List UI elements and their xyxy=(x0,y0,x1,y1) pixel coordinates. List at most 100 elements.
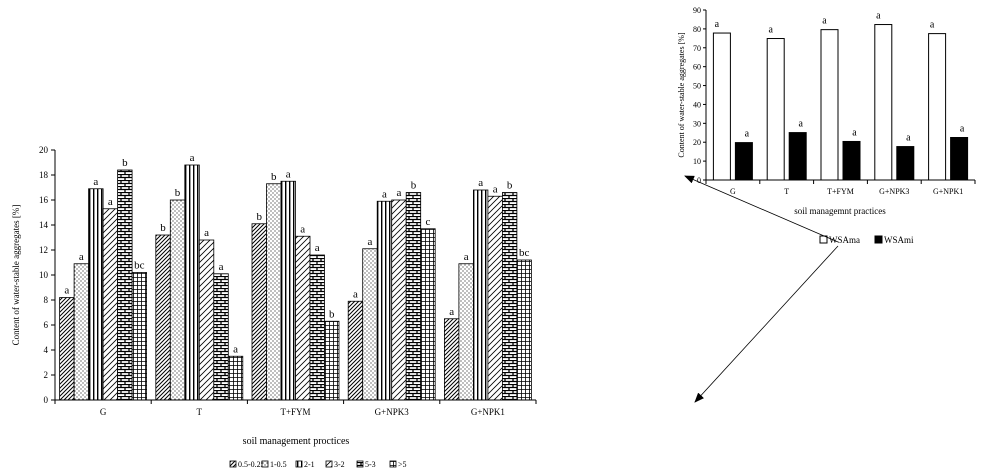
inset-y-tick-label: 70 xyxy=(693,44,701,53)
main-bar-0.5-0.25 xyxy=(251,223,267,401)
main-bar-3-2 xyxy=(102,208,118,401)
main-bar-3-2 xyxy=(295,235,311,401)
inset-y-tick-label: 90 xyxy=(693,6,701,15)
inset-category-label: G xyxy=(730,187,736,196)
main-y-tick-label: 0 xyxy=(44,395,49,405)
main-y-tick-label: 20 xyxy=(39,145,49,155)
main-legend-swatch xyxy=(356,460,364,468)
main-bar-0.5-0.25 xyxy=(155,234,171,401)
inset-x-axis: G T T+FYM G+NPK3 G+NPK1 xyxy=(705,180,976,196)
main-sig-label: a xyxy=(464,251,469,263)
inset-bar-WSAmi xyxy=(896,146,915,181)
main-legend-label: 1-0.5 xyxy=(270,460,287,469)
inset-chart: 0 10 20 30 40 50 60 70 80 90 a a a a a a a a a a G T T+FYM G+… xyxy=(677,6,976,245)
inset-category-label: G+NPK1 xyxy=(933,187,963,196)
inset-y-tick-label: 20 xyxy=(693,138,701,147)
main-sig-label: a xyxy=(64,285,69,297)
main-bar-5-3 xyxy=(309,254,325,401)
main-sig-label: bc xyxy=(134,260,145,272)
inset-bar-WSAmi xyxy=(842,140,861,181)
main-bar->5 xyxy=(324,320,340,401)
main-bar-2-1 xyxy=(376,200,393,401)
main-bar-0.5-0.25 xyxy=(443,318,460,401)
main-sig-label: a xyxy=(493,183,498,195)
inset-legend-swatch xyxy=(874,235,883,244)
inset-sig-label: a xyxy=(745,129,750,140)
main-bar-3-2 xyxy=(391,199,407,401)
main-sig-label: a xyxy=(353,288,358,300)
main-bar-0.5-0.25 xyxy=(347,300,364,401)
main-bar-2-1 xyxy=(280,180,296,401)
main-sig-label: a xyxy=(449,306,454,318)
main-sig-label: b xyxy=(257,211,263,223)
main-y-tick-label: 14 xyxy=(39,220,49,230)
inset-sig-label: a xyxy=(876,11,881,22)
inset-y-tick-label: 60 xyxy=(693,63,701,72)
inset-legend-label: WSAma xyxy=(829,235,860,245)
main-y-tick-label: 16 xyxy=(39,195,49,205)
main-y-tick-label: 18 xyxy=(39,170,49,180)
main-bar-5-3 xyxy=(405,192,422,401)
main-y-tick-label: 2 xyxy=(44,370,49,380)
main-legend-swatch xyxy=(261,460,269,468)
main-sig-label: a xyxy=(219,261,224,273)
inset-sig-label: a xyxy=(906,133,911,144)
inset-bar-WSAma xyxy=(712,32,731,181)
main-x-axis: G T T+FYM G+NPK3 G+NPK1 xyxy=(54,400,537,417)
inset-category-label: G+NPK3 xyxy=(879,187,909,196)
inset-category-label: T xyxy=(784,187,789,196)
inset-y-axis-label: Content of water-stable aggregates [%] xyxy=(677,32,686,157)
main-sig-label: b xyxy=(411,180,417,192)
main-y-tick-label: 4 xyxy=(44,345,49,355)
arrow-to-inset xyxy=(684,175,839,243)
main-sig-label: b xyxy=(175,187,181,199)
main-bar-1-0.5 xyxy=(362,248,378,401)
arrow-to-main xyxy=(694,245,839,403)
main-sig-label: b xyxy=(271,171,277,183)
main-y-tick-label: 10 xyxy=(39,270,49,280)
inset-bar-WSAmi xyxy=(734,142,753,181)
main-legend-swatch xyxy=(229,460,237,468)
main-legend-label: 3-2 xyxy=(334,460,345,469)
inset-sig-label: a xyxy=(852,127,857,138)
main-category-label: T+FYM xyxy=(280,407,310,417)
main-category-label: G xyxy=(100,407,107,417)
inset-sig-label: a xyxy=(798,119,803,130)
main-sig-label: a xyxy=(190,152,195,164)
inset-sig-label: a xyxy=(768,25,773,36)
inset-bar-WSAma xyxy=(820,29,839,181)
main-sig-label: a xyxy=(368,236,373,248)
inset-bar-WSAmi xyxy=(788,132,807,181)
main-bar->5 xyxy=(420,228,436,401)
main-category-label: T xyxy=(197,407,203,417)
main-sig-label: a xyxy=(382,188,387,200)
main-sig-label: a xyxy=(233,343,238,355)
main-sig-label: a xyxy=(79,251,84,263)
inset-bar-WSAma xyxy=(928,33,947,181)
main-sig-label: b xyxy=(507,180,513,192)
inset-bar-WSAma xyxy=(766,38,785,181)
main-y-tick-label: 12 xyxy=(39,245,48,255)
main-legend-swatch xyxy=(389,460,397,468)
main-sig-label: b xyxy=(122,157,128,169)
main-legend-swatch xyxy=(295,460,303,468)
inset-bars xyxy=(712,24,969,181)
main-bar-3-2 xyxy=(487,195,503,401)
inset-category-label: T+FYM xyxy=(827,187,854,196)
main-bar-5-3 xyxy=(501,192,518,401)
inset-y-tick-label: 50 xyxy=(693,82,701,91)
inset-y-tick-label: 10 xyxy=(693,157,701,166)
main-bar->5 xyxy=(131,272,148,401)
main-legend-swatch xyxy=(325,460,333,468)
main-legend-label: 2-1 xyxy=(304,460,315,469)
main-bar-2-1 xyxy=(88,188,104,401)
main-category-label: G+NPK3 xyxy=(375,407,410,417)
main-legend-label: 0.5-0.25 xyxy=(238,460,265,469)
main-bar-5-3 xyxy=(213,273,229,401)
main-bar->5 xyxy=(227,355,244,401)
main-bar-1-0.5 xyxy=(266,183,282,401)
main-x-axis-label: soil management proctices xyxy=(243,436,350,447)
main-sig-label: a xyxy=(108,196,113,208)
inset-sig-label: a xyxy=(930,20,935,31)
